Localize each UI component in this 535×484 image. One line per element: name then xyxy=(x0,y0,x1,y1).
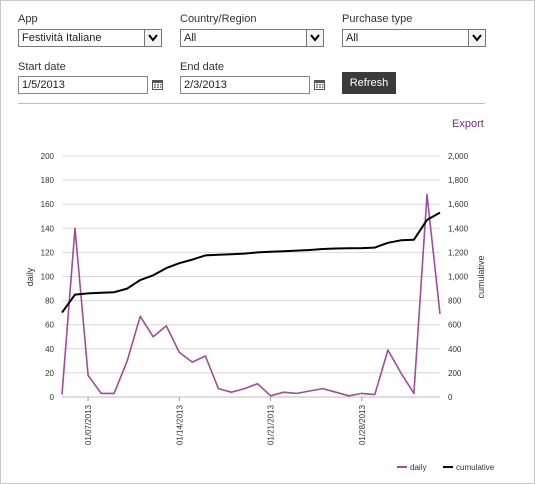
y2-tick-label: 1,600 xyxy=(448,200,469,209)
chevron-down-icon[interactable] xyxy=(144,30,161,46)
divider xyxy=(18,103,485,104)
y2-tick-label: 1,000 xyxy=(448,273,469,282)
y-tick-label: 180 xyxy=(41,176,55,185)
series-line-cumulative xyxy=(61,211,441,314)
app-label: App xyxy=(18,13,38,25)
purchase-type-select[interactable]: All xyxy=(342,29,486,47)
calendar-icon[interactable] xyxy=(152,80,163,90)
y-tick-label: 100 xyxy=(41,273,55,282)
start-date-input[interactable]: 1/5/2013 xyxy=(18,76,148,94)
y-tick-label: 40 xyxy=(45,345,54,354)
y2-axis-title: cumulative xyxy=(476,255,486,298)
y2-tick-label: 400 xyxy=(448,345,462,354)
app-select[interactable]: Festività Italiane xyxy=(18,29,162,47)
app-select-value: Festività Italiane xyxy=(22,32,102,44)
country-select-value: All xyxy=(184,32,197,44)
y-tick-label: 200 xyxy=(41,152,55,161)
y2-tick-label: 600 xyxy=(448,321,462,330)
y2-tick-label: 2,000 xyxy=(448,152,469,161)
y-tick-label: 140 xyxy=(41,224,55,233)
y2-tick-label: 800 xyxy=(448,297,462,306)
y-tick-label: 160 xyxy=(41,200,55,209)
y-tick-label: 120 xyxy=(41,248,55,257)
country-label: Country/Region xyxy=(180,13,257,25)
refresh-button[interactable]: Refresh xyxy=(342,72,396,94)
y-tick-label: 80 xyxy=(45,297,54,306)
purchase-type-label: Purchase type xyxy=(342,13,413,25)
x-tick-label: 01/14/2013 xyxy=(175,404,184,445)
y-tick-label: 60 xyxy=(45,321,54,330)
y-axis-title: daily xyxy=(25,267,35,286)
x-tick-label: 01/21/2013 xyxy=(267,404,276,445)
x-tick-label: 01/07/2013 xyxy=(84,404,93,445)
y2-tick-label: 1,800 xyxy=(448,176,469,185)
start-date-label: Start date xyxy=(18,61,66,73)
chevron-down-icon[interactable] xyxy=(306,30,323,46)
end-date-input[interactable]: 2/3/2013 xyxy=(180,76,310,94)
chevron-down-icon[interactable] xyxy=(468,30,485,46)
legend-label-daily: daily xyxy=(410,463,426,472)
calendar-icon[interactable] xyxy=(314,80,325,90)
y2-tick-label: 1,200 xyxy=(448,248,469,257)
export-link[interactable]: Export xyxy=(452,118,484,130)
end-date-label: End date xyxy=(180,61,225,73)
series-line-daily xyxy=(61,193,441,397)
y-tick-label: 0 xyxy=(50,393,55,402)
y2-tick-label: 1,400 xyxy=(448,224,469,233)
x-tick-label: 01/28/2013 xyxy=(358,404,367,445)
purchase-type-select-value: All xyxy=(346,32,359,44)
y-tick-label: 20 xyxy=(45,369,54,378)
legend-label-cumulative: cumulative xyxy=(456,463,495,472)
y2-tick-label: 0 xyxy=(448,393,453,402)
country-select[interactable]: All xyxy=(180,29,324,47)
y2-tick-label: 200 xyxy=(448,369,462,378)
